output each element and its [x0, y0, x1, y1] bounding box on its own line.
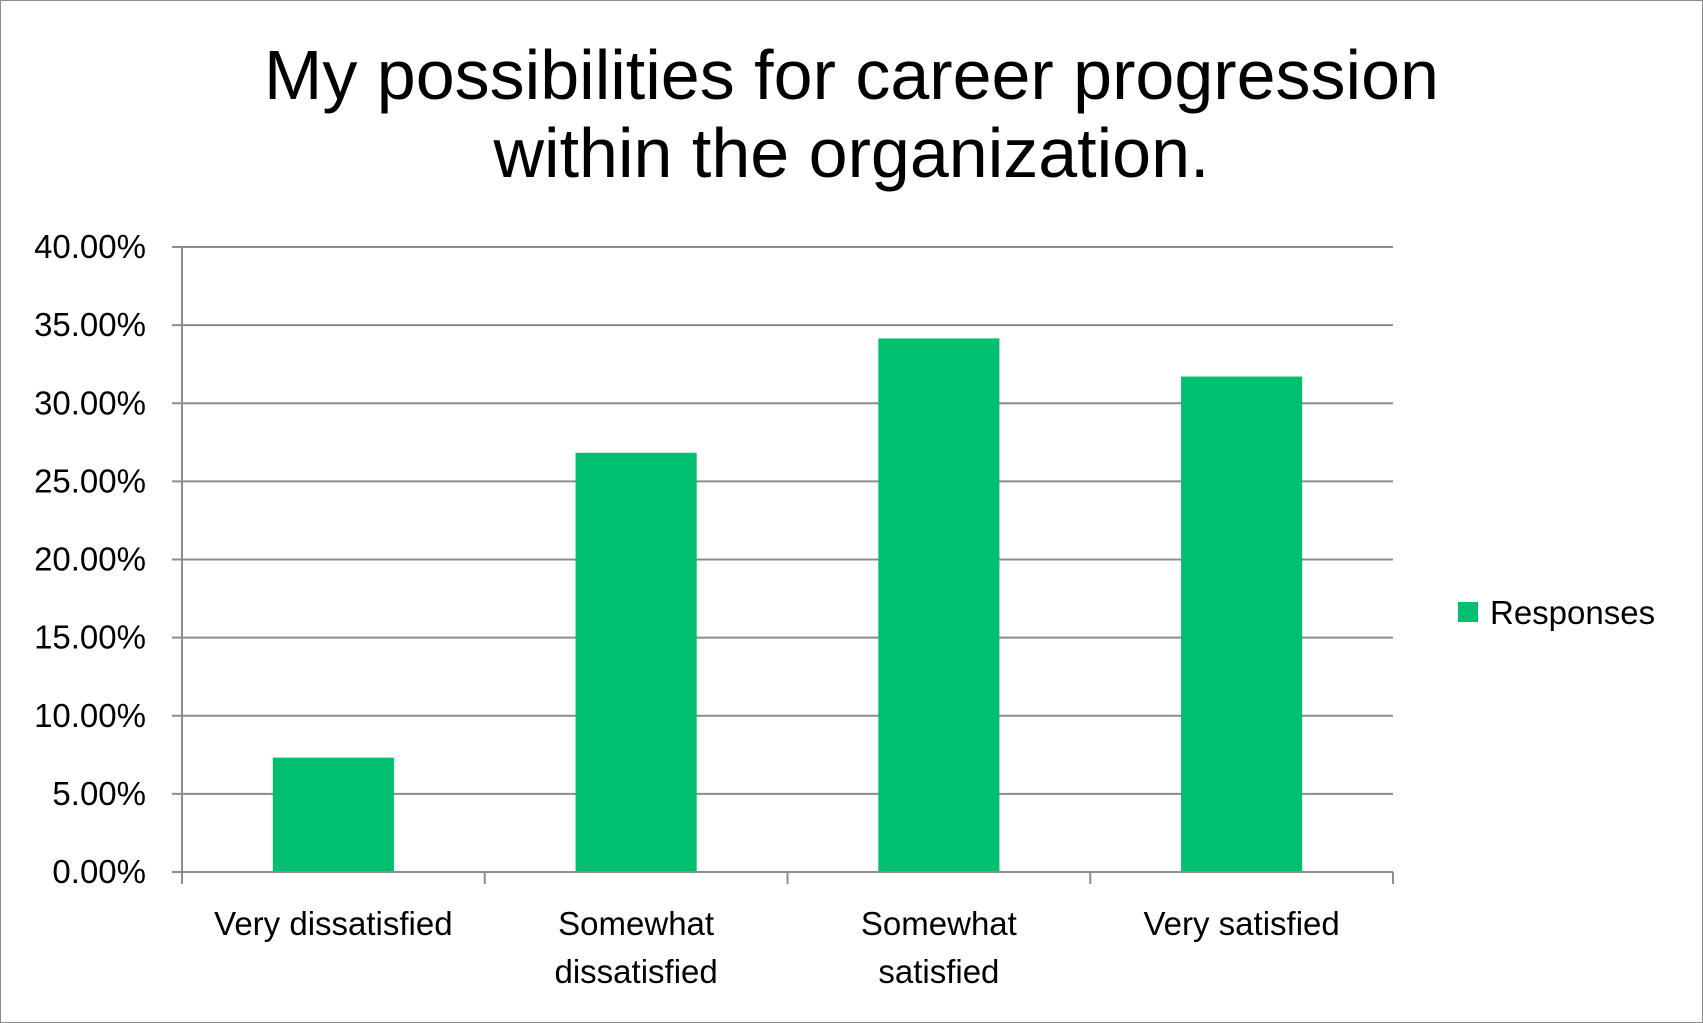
- x-tick-label: Very dissatisfied: [214, 905, 452, 942]
- y-tick-label: 25.00%: [34, 462, 146, 499]
- y-tick-label: 15.00%: [34, 619, 146, 656]
- axes: [172, 246, 1394, 884]
- bar: [878, 338, 1000, 872]
- x-tick-label: satisfied: [878, 953, 999, 990]
- bar: [1181, 376, 1303, 872]
- x-tick-labels: Very dissatisfied Somewhat dissatisfied Som…: [214, 905, 1340, 990]
- x-tick-label: Very satisfied: [1143, 905, 1339, 942]
- legend: Responses: [1458, 594, 1655, 631]
- x-tick-label: dissatisfied: [555, 953, 718, 990]
- y-tick-label: 10.00%: [34, 697, 146, 734]
- y-tick-label: 35.00%: [34, 306, 146, 343]
- chart-title-line-1: My possibilities for career progression: [264, 36, 1439, 114]
- y-tick-label: 20.00%: [34, 541, 146, 578]
- bars: [272, 338, 1303, 872]
- x-tick-label: Somewhat: [861, 905, 1017, 942]
- legend-label: Responses: [1490, 594, 1655, 631]
- x-tick-label: Somewhat: [558, 905, 714, 942]
- chart-title: My possibilities for career progression …: [0, 36, 1703, 192]
- y-tick-label: 0.00%: [52, 853, 146, 890]
- bar: [272, 757, 394, 872]
- bar: [575, 452, 697, 872]
- y-tick-labels: 0.00% 5.00% 10.00% 15.00% 20.00% 25.00% 30.00%…: [34, 228, 146, 890]
- legend-swatch: [1458, 602, 1478, 622]
- chart-title-line-2: within the organization.: [493, 114, 1210, 192]
- y-tick-label: 30.00%: [34, 384, 146, 421]
- y-tick-label: 5.00%: [52, 775, 146, 812]
- y-tick-label: 40.00%: [34, 228, 146, 265]
